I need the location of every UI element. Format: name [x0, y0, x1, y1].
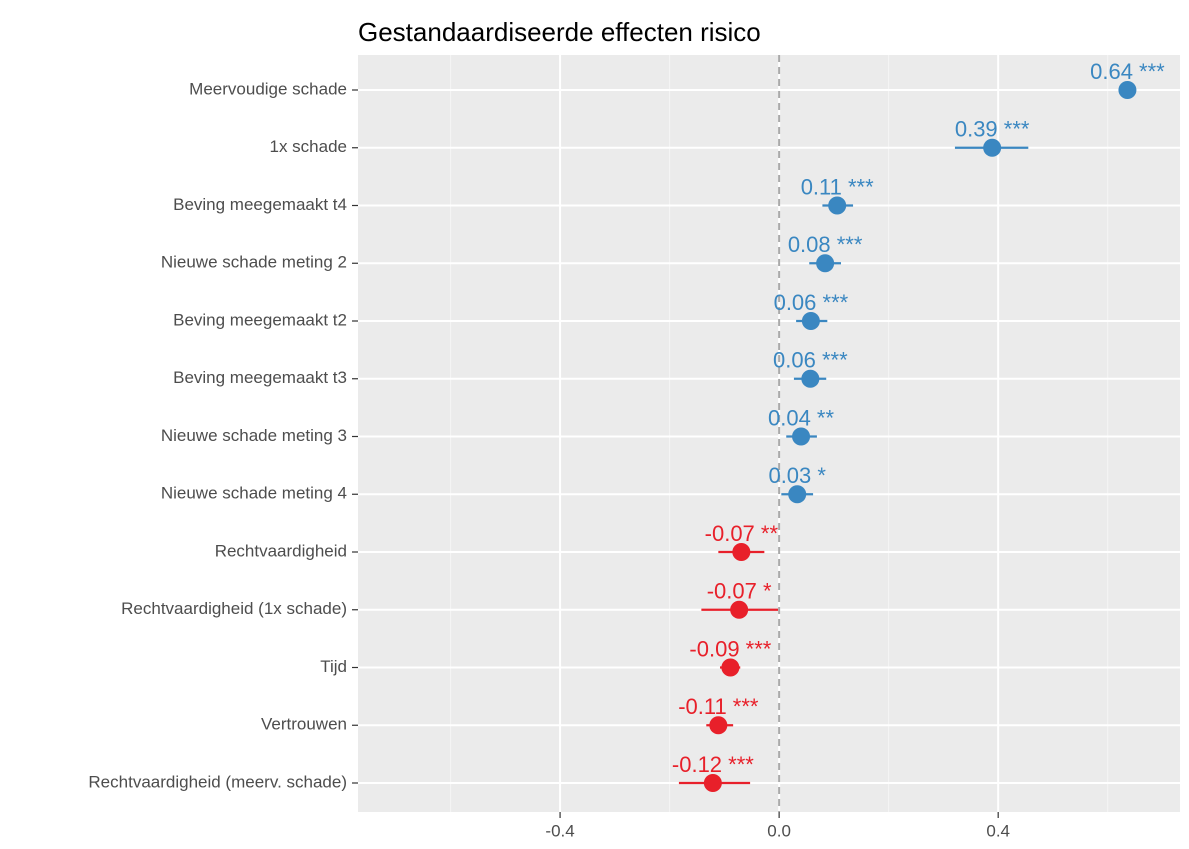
point	[792, 427, 811, 446]
y-tick-label: Beving meegemaakt t2	[173, 310, 347, 329]
y-tick-label: Rechtvaardigheid	[215, 541, 347, 560]
value-label: -0.12 ***	[672, 752, 754, 777]
y-tick-label: Vertrouwen	[261, 715, 347, 734]
y-tick-label: Meervoudige schade	[189, 79, 347, 98]
point	[732, 543, 751, 561]
value-label: 0.08 ***	[788, 232, 863, 257]
value-label: 0.06 ***	[774, 290, 849, 315]
y-tick-label: Nieuwe schade meting 4	[161, 484, 347, 503]
value-label: 0.11 ***	[801, 174, 874, 199]
x-tick-label: 0.4	[986, 821, 1010, 840]
panel	[358, 55, 1180, 812]
chart-title: Gestandaardiseerde effecten risico	[358, 17, 761, 47]
x-tick-label: 0.0	[767, 821, 791, 840]
y-tick-label: Beving meegemaakt t3	[173, 368, 347, 387]
point	[801, 369, 820, 388]
value-label: -0.11 ***	[678, 694, 759, 719]
point	[828, 196, 847, 215]
y-tick-label: Tijd	[320, 657, 347, 676]
value-label: -0.07 **	[705, 521, 779, 546]
y-tick-label: Nieuwe schade meting 3	[161, 426, 347, 445]
point	[983, 138, 1002, 157]
y-tick-label: Nieuwe schade meting 2	[161, 253, 347, 272]
point	[788, 485, 807, 504]
point	[801, 312, 820, 330]
value-label: 0.06 ***	[773, 348, 848, 373]
value-label: 0.03 *	[768, 463, 826, 488]
point	[1118, 81, 1137, 99]
x-tick-label: -0.4	[545, 821, 574, 840]
value-label: 0.39 ***	[955, 117, 1030, 142]
y-tick-label: Rechtvaardigheid (meerv. schade)	[88, 772, 347, 791]
y-tick-label: Beving meegemaakt t4	[173, 195, 347, 214]
value-label: -0.09 ***	[689, 636, 771, 661]
point	[816, 254, 835, 273]
point	[709, 716, 728, 735]
point	[721, 658, 740, 677]
value-label: 0.64 ***	[1090, 59, 1165, 84]
value-label: -0.07 *	[707, 579, 772, 604]
point	[703, 774, 722, 792]
point	[730, 600, 749, 619]
y-tick-label: Rechtvaardigheid (1x schade)	[121, 599, 347, 618]
y-tick-label: 1x schade	[270, 137, 348, 156]
value-label: 0.04 **	[768, 405, 834, 430]
